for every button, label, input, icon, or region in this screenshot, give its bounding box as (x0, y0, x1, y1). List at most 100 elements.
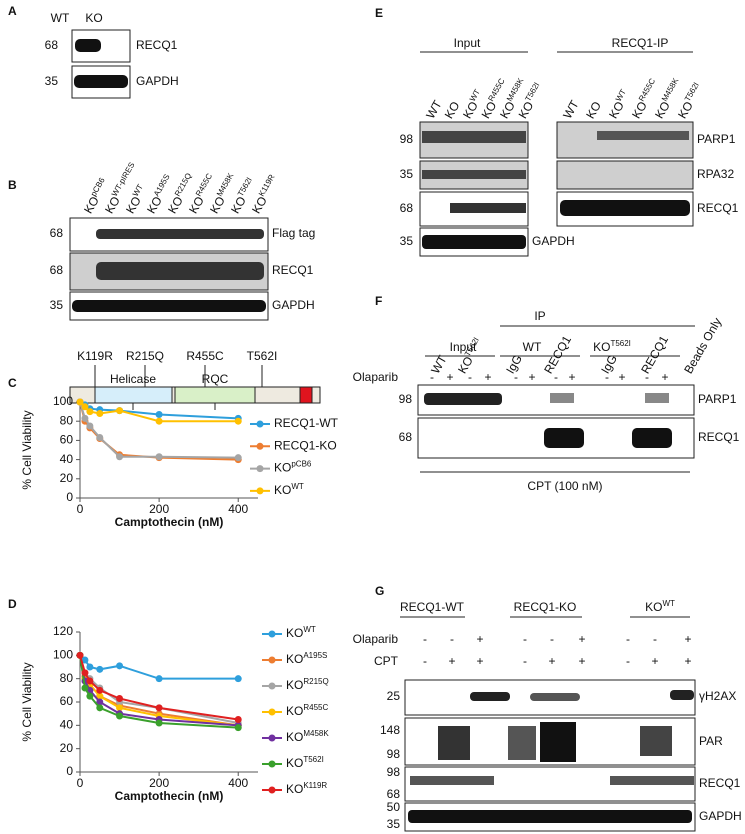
legend-marker (256, 465, 264, 473)
band (424, 393, 502, 405)
x-tick-label: 200 (149, 776, 169, 790)
label-sup: R455C (303, 703, 328, 712)
label-main: KO (249, 194, 270, 216)
x-tick-label: 0 (77, 776, 84, 790)
band (450, 203, 526, 213)
data-point (116, 407, 124, 415)
data-point (234, 675, 242, 683)
band (544, 428, 584, 448)
mw-marker: 50 (387, 800, 401, 814)
band (670, 690, 694, 700)
mw-marker: 148 (380, 723, 400, 737)
label-main: KO (460, 99, 481, 121)
label-main: KO (606, 99, 627, 121)
group-label: KOWT (645, 599, 675, 615)
y-tick-label: 100 (53, 394, 73, 408)
legend-label: RECQ1-WT (274, 416, 339, 430)
condition-label: CPT (100 nM) (527, 479, 602, 493)
label-sup: T562I (683, 81, 701, 103)
band-label: RECQ1 (272, 263, 314, 277)
panel-letter: E (375, 6, 383, 20)
sign: - (554, 370, 558, 384)
panel-letter: F (375, 294, 382, 308)
band-label: PARP1 (697, 132, 736, 146)
sign: + (684, 632, 691, 646)
data-point (116, 453, 124, 461)
data-point (234, 724, 242, 732)
data-point (81, 684, 89, 692)
label-main: KO (286, 756, 303, 770)
band (508, 726, 536, 760)
label-main: KO (207, 194, 228, 216)
band (96, 229, 264, 239)
data-point (116, 695, 124, 702)
label-main: KO (286, 678, 303, 692)
data-point (155, 704, 163, 712)
legend-label: KOM458K (286, 729, 329, 745)
group-label: KOT562I (593, 339, 631, 355)
group-label: RECQ1-WT (400, 600, 465, 614)
mw-marker: 25 (387, 689, 401, 703)
treatment-label: Olaparib (353, 632, 399, 646)
label-main: KO (645, 600, 662, 614)
data-point (155, 453, 163, 461)
label-sup: A195S (303, 651, 327, 660)
label-main: KO (675, 99, 696, 121)
data-point (81, 669, 89, 677)
label-main: KO (286, 730, 303, 744)
data-point (96, 410, 104, 418)
band (645, 393, 669, 403)
band (470, 692, 510, 701)
y-tick-label: 80 (60, 671, 74, 685)
data-point (96, 692, 104, 700)
legend-marker (268, 786, 276, 794)
sign: - (653, 632, 657, 646)
legend-label: RECQ1-KO (274, 438, 337, 452)
data-point (76, 651, 84, 659)
sign: + (484, 370, 491, 384)
legend-marker (268, 760, 276, 768)
lane-label: KO (85, 11, 102, 25)
mw-marker: 68 (400, 201, 414, 215)
label-main: KO (479, 99, 500, 121)
y-axis-label: % Cell Viability (20, 410, 34, 489)
panel-letter: D (8, 597, 17, 611)
label-sup: K119R (257, 172, 277, 197)
label-sup: R455C (194, 172, 214, 198)
y-tick-label: 40 (60, 452, 74, 466)
data-point (155, 417, 163, 425)
band-label: RECQ1 (136, 38, 178, 52)
mw-marker: 68 (45, 38, 59, 52)
legend-label: KOT562I (286, 755, 324, 771)
legend-marker (268, 682, 276, 690)
data-point (155, 410, 163, 418)
mw-marker: 98 (399, 392, 413, 406)
band-label: GAPDH (136, 74, 179, 88)
group-label: WT (523, 340, 542, 354)
label-sup: R455C (637, 77, 657, 103)
data-point (86, 422, 94, 430)
legend-marker (268, 734, 276, 742)
sign: - (450, 632, 454, 646)
label-sup: T562I (236, 176, 254, 198)
label-sup: R215Q (303, 677, 328, 686)
label-sup: WT (662, 599, 675, 608)
label-main: KO (455, 354, 476, 376)
band (74, 75, 128, 88)
sign: + (661, 370, 668, 384)
mw-marker: 68 (50, 226, 64, 240)
data-point (86, 677, 94, 685)
mw-marker: 98 (387, 765, 401, 779)
data-point (81, 414, 89, 422)
sign: + (446, 370, 453, 384)
panel-letter: G (375, 584, 384, 598)
label-sup: T562I (463, 336, 481, 358)
legend-marker (268, 630, 276, 638)
band (422, 235, 526, 249)
label-sup: R455C (486, 77, 506, 103)
band (75, 39, 101, 52)
data-point (234, 454, 242, 462)
group-label: RECQ1-IP (612, 36, 669, 50)
mw-marker: 68 (399, 430, 413, 444)
data-point (81, 656, 89, 664)
